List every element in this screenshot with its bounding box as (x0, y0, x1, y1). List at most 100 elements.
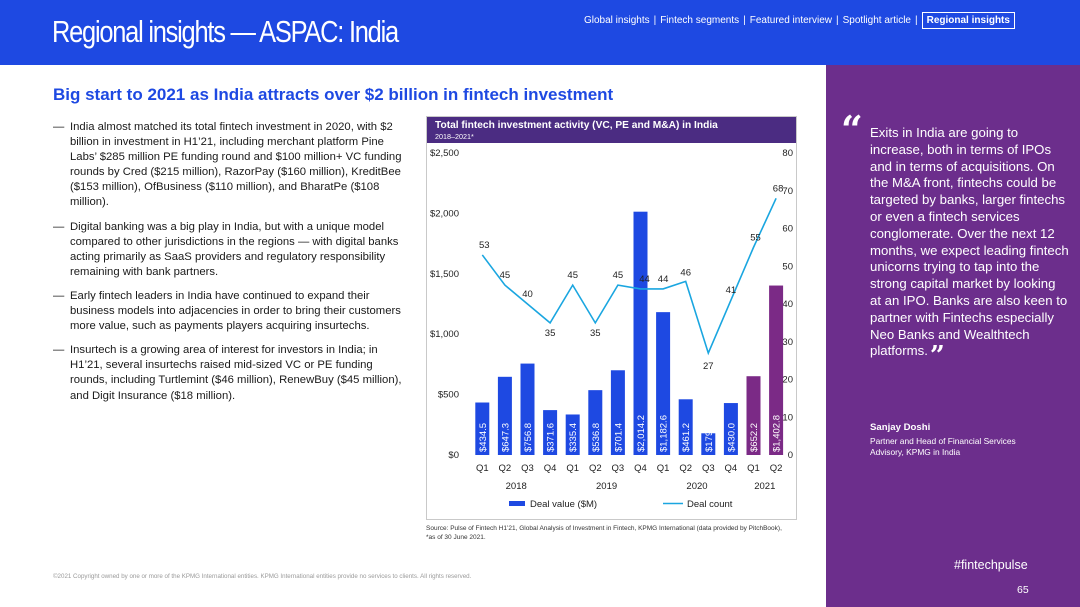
bar-value-label: $434.5 (478, 423, 489, 452)
hashtag: #fintechpulse (954, 558, 1028, 572)
quarter-tick-label: Q1 (747, 463, 760, 474)
right-axis-tick-label: 70 (782, 186, 793, 197)
deal-count-label: 27 (703, 361, 714, 372)
close-quote-icon: ” (929, 341, 945, 372)
year-tick-label: 2019 (596, 481, 617, 492)
left-axis-tick-label: $500 (438, 390, 459, 401)
deal-count-label: 40 (522, 289, 533, 300)
bar (701, 433, 716, 455)
nav-regional-insights[interactable]: Regional insights (921, 12, 1015, 29)
chart-source: Source: Pulse of Fintech H1’21, Global A… (426, 525, 782, 541)
quarter-tick-label: Q1 (566, 463, 579, 474)
bar (769, 285, 784, 455)
bar-value-label: $461.2 (681, 423, 692, 452)
left-axis-tick-label: $1,000 (430, 329, 459, 340)
right-axis-tick-label: 20 (782, 375, 793, 386)
bar-value-label: $647.3 (500, 423, 511, 452)
bar (678, 399, 693, 455)
quarter-tick-label: Q4 (634, 463, 647, 474)
bullet-text: Early fintech leaders in India have cont… (70, 289, 401, 333)
deal-count-label: 35 (545, 328, 556, 339)
year-tick-label: 2018 (506, 481, 527, 492)
bullet-item: — Digital banking was a big play in India… (53, 220, 403, 280)
bar-value-label: $756.8 (523, 423, 534, 452)
page-number: 65 (1017, 584, 1029, 596)
right-axis-tick-label: 50 (782, 261, 793, 272)
bar-value-label: $652.2 (749, 423, 760, 452)
nav-fintech-segments[interactable]: Fintech segments (660, 15, 740, 26)
bar (565, 414, 580, 455)
left-axis-tick-label: $2,000 (430, 208, 459, 219)
quarter-tick-label: Q2 (679, 463, 692, 474)
quarter-tick-label: Q2 (589, 463, 602, 474)
bullet-item: — Early fintech leaders in India have con… (53, 289, 403, 334)
bullet-text: India almost matched its total fintech i… (70, 121, 402, 209)
bar (543, 410, 558, 455)
bar-value-label: $701.4 (613, 423, 624, 452)
nav-global-insights[interactable]: Global insights (584, 15, 650, 26)
bullet-text: Digital banking was a big play in India,… (70, 220, 399, 278)
bar (475, 402, 490, 455)
year-tick-label: 2021 (754, 481, 775, 492)
nav-featured-interview[interactable]: Featured interview (749, 15, 833, 26)
quote-author-name: Sanjay Doshi (870, 422, 931, 433)
bullet-dash: — (53, 220, 65, 233)
deal-count-label: 44 (639, 274, 650, 285)
left-axis-tick-label: $0 (448, 450, 459, 461)
bar-value-label: $179.8 (704, 423, 715, 452)
year-tick-label: 2020 (686, 481, 707, 492)
bullet-text: Insurtech is a growing area of interest … (70, 344, 402, 402)
quote-text: Exits in India are going to increase, bo… (870, 125, 1069, 359)
quarter-tick-label: Q2 (770, 463, 783, 474)
bar-value-label: $335.4 (568, 423, 579, 452)
quarter-tick-label: Q4 (725, 463, 738, 474)
bullet-item: — Insurtech is a growing area of interest… (53, 343, 403, 403)
right-axis-tick-label: 30 (782, 337, 793, 348)
nav-spotlight-article[interactable]: Spotlight article (842, 15, 911, 26)
deal-count-label: 46 (680, 267, 691, 278)
deal-count-line (481, 197, 777, 356)
chart-panel: Total fintech investment activity (VC, P… (426, 116, 797, 520)
quote-panel: “ Exits in India are going to increase, … (826, 65, 1080, 607)
quarter-tick-label: Q1 (476, 463, 489, 474)
quarter-tick-label: Q1 (657, 463, 670, 474)
quarter-tick-label: Q3 (521, 463, 534, 474)
bullet-item: — India almost matched its total fintech … (53, 120, 403, 211)
legend-bar-swatch (509, 501, 525, 506)
chart-header: Total fintech investment activity (VC, P… (427, 117, 796, 143)
bullet-dash: — (53, 121, 65, 133)
bar (723, 403, 738, 455)
top-navigation: Global insights | Fintech segments | Featu… (584, 12, 1015, 29)
quarter-tick-label: Q2 (499, 463, 512, 474)
quarter-tick-label: Q3 (612, 463, 625, 474)
bullet-dash: — (53, 344, 65, 357)
open-quote-icon: “ (841, 107, 863, 152)
deal-count-label: 53 (479, 240, 490, 251)
right-axis-tick-label: 60 (782, 224, 793, 235)
chart-subtitle: 2018–2021* (435, 132, 474, 141)
quarter-tick-label: Q3 (702, 463, 715, 474)
chart: $0 $500 $1,000 $1,500 $2,000 $2,500 0 10 20 30 40 5… (430, 148, 793, 510)
right-axis-tick-label: 10 (782, 412, 793, 423)
right-axis-tick-label: 40 (782, 299, 793, 310)
right-axis-tick-label: 0 (788, 450, 793, 461)
bullet-dash: — (53, 289, 65, 302)
deal-count-label: 35 (590, 328, 601, 339)
bar-value-label: $430.0 (726, 423, 737, 452)
headline: Big start to 2021 as India attracts over… (53, 85, 614, 104)
bullet-list: — India almost matched its total fintech … (53, 120, 403, 413)
deal-count-label: 44 (658, 274, 669, 285)
left-axis-tick-label: $2,500 (430, 148, 459, 159)
top-banner: Regional insights — ASPAC: India Global … (0, 0, 1080, 65)
legend-line-label: Deal count (687, 499, 733, 510)
right-axis-tick-label: 80 (782, 148, 793, 159)
bar-value-label: $1,182.6 (659, 415, 670, 452)
bar (633, 211, 648, 455)
left-axis-tick-label: $1,500 (430, 269, 459, 280)
bar-value-label: $371.6 (546, 423, 557, 452)
deal-count-label: 55 (750, 232, 761, 243)
bar (746, 376, 761, 455)
bar-value-label: $1,402.8 (772, 415, 783, 452)
bar-value-label: $2,014.2 (636, 415, 647, 452)
bar-value-label: $536.8 (591, 423, 602, 452)
